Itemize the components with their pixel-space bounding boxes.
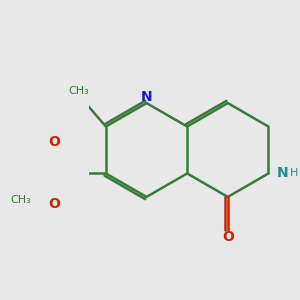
Text: H: H <box>290 169 298 178</box>
Text: O: O <box>48 136 60 149</box>
Text: N: N <box>141 90 152 104</box>
Text: N: N <box>277 167 289 181</box>
Text: O: O <box>48 197 60 212</box>
Text: CH₃: CH₃ <box>10 195 31 205</box>
Text: CH₃: CH₃ <box>69 86 89 96</box>
Text: O: O <box>222 230 234 244</box>
